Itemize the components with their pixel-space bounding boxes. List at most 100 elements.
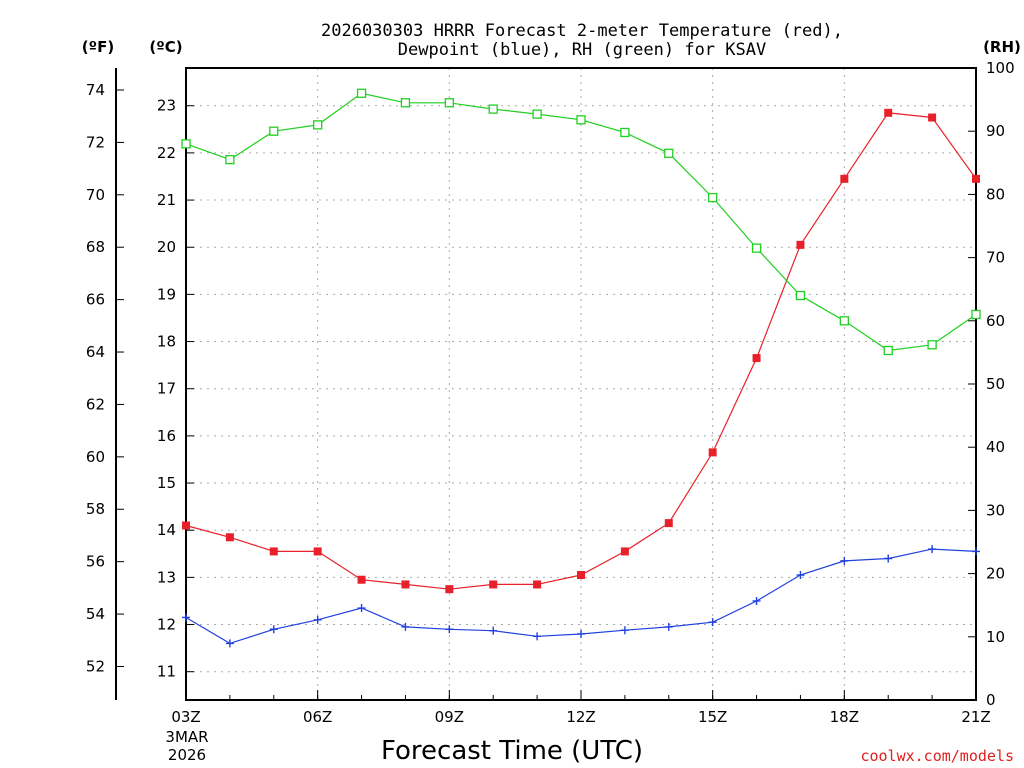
dewpoint-point (840, 556, 849, 565)
dewpoint-point (445, 625, 454, 634)
temperature-point (884, 108, 893, 117)
rh-tick-label: 0 (986, 691, 996, 709)
rh-point (839, 316, 849, 326)
fahrenheit-tick-label: 58 (86, 500, 105, 518)
fahrenheit-tick-label: 70 (86, 186, 105, 204)
temperature-point (225, 533, 234, 542)
temperature-point (708, 448, 717, 457)
celsius-axis: 11 12 13 14 15 16 17 18 19 20 21 22 23 (157, 97, 194, 681)
temperature-point (182, 521, 190, 530)
rh-point (883, 345, 893, 356)
rh-point (269, 126, 279, 136)
rh-tick-label: 70 (986, 249, 1005, 267)
dewpoint-point (796, 571, 805, 580)
time-tick-label: 03Z (171, 708, 200, 726)
fahrenheit-tick-label: 74 (86, 81, 105, 99)
fahrenheit-tick-label: 62 (86, 395, 105, 413)
rh-point (181, 139, 191, 149)
dewpoint-point (664, 622, 673, 631)
chart-title-line-2: Dewpoint (blue), RH (green) for KSAV (398, 40, 766, 60)
dewpoint-point (357, 604, 366, 613)
x-axis-label: Forecast Time (UTC) (381, 736, 643, 766)
dewpoint-point (401, 622, 410, 631)
temperature-point (533, 580, 542, 589)
rh-tick-label: 20 (986, 565, 1005, 583)
dewpoint-point (752, 596, 761, 605)
temperature-point (840, 174, 849, 183)
celsius-unit-label: (ºC) (149, 38, 182, 56)
celsius-tick-label: 20 (157, 238, 176, 256)
series-rh (181, 88, 981, 356)
rh-point (356, 88, 367, 98)
temperature-point (577, 571, 585, 580)
dewpoint-point (928, 545, 937, 554)
rh-point (664, 148, 674, 158)
rh-tick-label: 40 (986, 438, 1005, 456)
rh-point (225, 154, 235, 165)
fahrenheit-axis: 52 54 56 58 60 62 64 66 68 70 72 74 (86, 81, 124, 675)
series-layer (181, 88, 981, 648)
temperature-point (620, 547, 629, 556)
time-tick-label: 21Z (961, 708, 990, 726)
dewpoint-point (489, 626, 498, 635)
rh-point (971, 309, 981, 320)
dewpoint-point (884, 554, 893, 563)
rh-point (532, 109, 542, 119)
temperature-point (269, 547, 278, 556)
credit-text: coolwx.com/models (860, 747, 1014, 765)
dewpoint-point (577, 629, 585, 638)
temperature-point (752, 354, 761, 363)
celsius-tick-label: 11 (157, 663, 176, 681)
celsius-tick-label: 13 (157, 568, 176, 586)
fahrenheit-tick-label: 64 (86, 343, 105, 361)
celsius-tick-label: 19 (157, 285, 176, 303)
gridlines (186, 68, 976, 700)
rh-point (444, 98, 454, 108)
rh-point (708, 192, 718, 203)
fahrenheit-tick-label: 66 (86, 291, 105, 309)
temperature-point (928, 113, 937, 122)
rh-tick-label: 90 (986, 122, 1005, 140)
temperature-point (972, 174, 980, 183)
time-tick-label: 12Z (566, 708, 595, 726)
fahrenheit-tick-label: 54 (86, 605, 105, 623)
rh-tick-label: 80 (986, 185, 1005, 203)
fahrenheit-tick-label: 72 (86, 133, 105, 151)
date-label-day: 3MAR (165, 728, 208, 746)
dewpoint-point (708, 618, 717, 627)
series-dewpoint (182, 545, 980, 648)
rh-tick-label: 10 (986, 628, 1005, 646)
time-tick-label: 18Z (830, 708, 859, 726)
dewpoint-point (182, 613, 190, 622)
celsius-tick-label: 21 (157, 191, 176, 209)
time-tick-label: 09Z (435, 708, 464, 726)
rh-axis: 0 10 20 30 40 50 60 70 80 90 100 (968, 59, 1015, 709)
time-axis: 03Z 06Z 09Z 12Z 15Z 18Z 21Z (171, 690, 991, 726)
rh-unit-label: (RH) (983, 38, 1021, 56)
celsius-tick-label: 16 (157, 427, 176, 445)
fahrenheit-tick-label: 52 (86, 657, 105, 675)
temperature-point (357, 575, 366, 584)
dewpoint-point (225, 639, 234, 648)
celsius-tick-label: 15 (157, 474, 176, 492)
rh-point (927, 340, 937, 350)
fahrenheit-tick-label: 60 (86, 448, 105, 466)
date-label-year: 2026 (168, 746, 206, 764)
fahrenheit-tick-label: 56 (86, 553, 105, 571)
temperature-point (401, 580, 410, 589)
celsius-tick-label: 22 (157, 144, 176, 162)
celsius-tick-label: 12 (157, 616, 176, 634)
series-temperature (182, 108, 980, 594)
rh-point (488, 104, 498, 114)
rh-point (620, 127, 630, 138)
rh-point (751, 243, 762, 253)
dewpoint-point (269, 625, 278, 634)
dewpoint-point (313, 615, 322, 624)
rh-tick-label: 30 (986, 501, 1005, 519)
time-tick-label: 06Z (303, 708, 332, 726)
temperature-point (664, 519, 673, 528)
celsius-tick-label: 18 (157, 333, 176, 351)
fahrenheit-unit-label: (ºF) (82, 38, 114, 56)
celsius-tick-label: 14 (157, 521, 176, 539)
